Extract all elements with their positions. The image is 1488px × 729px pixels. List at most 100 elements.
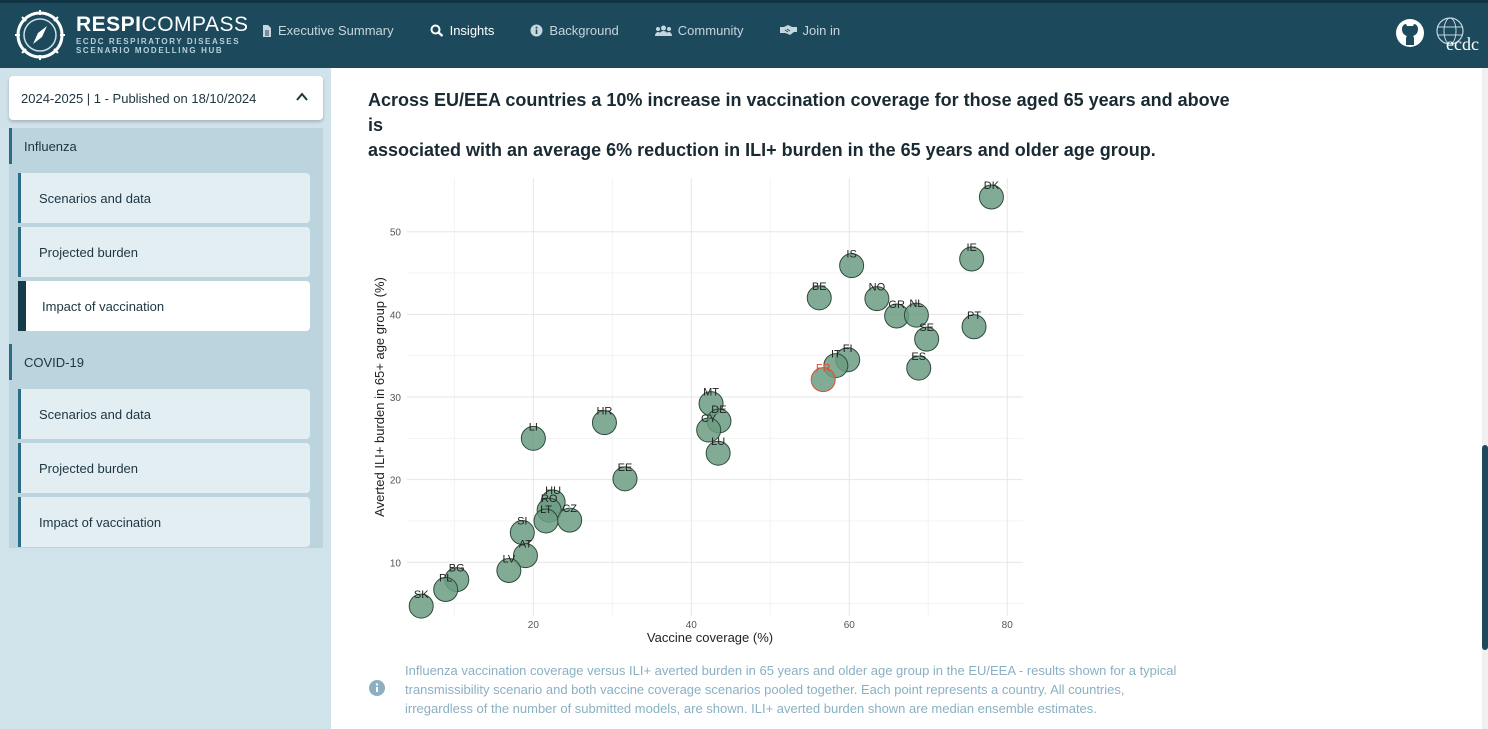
point-label: IS <box>846 249 856 261</box>
people-icon <box>654 25 672 36</box>
main-content: Across EU/EEA countries a 10% increase i… <box>331 68 1482 729</box>
x-tick-label: 40 <box>686 620 698 631</box>
data-point <box>961 314 987 340</box>
group-head-influenza[interactable]: Influenza <box>9 128 323 164</box>
point-label: NO <box>869 282 886 294</box>
main-nav: Executive Summary Insights Background Co… <box>262 23 876 38</box>
data-point <box>978 184 1004 210</box>
point-label: SI <box>517 516 527 528</box>
x-tick-label: 80 <box>1002 620 1014 631</box>
point-label: PL <box>439 573 452 585</box>
data-point <box>705 440 731 466</box>
y-tick-label: 30 <box>390 393 402 404</box>
point-label: DE <box>711 404 726 416</box>
point-label: LT <box>540 504 552 516</box>
data-point <box>612 466 638 492</box>
compass-logo-icon[interactable] <box>14 9 66 61</box>
sidebar-item-influenza-impact-vaccination[interactable]: Impact of vaccination <box>18 281 310 331</box>
point-label: MT <box>703 387 719 399</box>
sidebar-item-covid-impact-vaccination[interactable]: Impact of vaccination <box>18 497 310 547</box>
x-tick-label: 20 <box>528 620 540 631</box>
data-point <box>591 410 617 436</box>
group-label: COVID-19 <box>24 354 84 370</box>
brand-subtitle-2: SCENARIO MODELLING HUB <box>76 46 224 55</box>
sidebar-item-covid-scenarios[interactable]: Scenarios and data <box>18 389 310 439</box>
point-label: IE <box>966 242 976 254</box>
data-point <box>903 302 929 328</box>
point-label: FR <box>816 363 831 375</box>
release-dropdown-label: 2024-2025 | 1 - Published on 18/10/2024 <box>21 90 257 106</box>
point-label: SK <box>414 589 429 601</box>
data-point <box>512 543 538 569</box>
document-icon <box>263 24 271 37</box>
magnifier-icon <box>430 24 443 37</box>
point-label: DK <box>984 180 1000 192</box>
sidebar-item-label: Projected burden <box>39 244 139 260</box>
data-point <box>557 507 583 533</box>
data-point <box>496 558 522 584</box>
point-label: ES <box>911 351 926 363</box>
y-tick-label: 20 <box>390 476 402 487</box>
svg-text:ecdc: ecdc <box>1446 34 1479 54</box>
nav-join-in[interactable]: Join in <box>779 23 840 38</box>
scrollbar-thumb[interactable] <box>1482 445 1488 650</box>
chart-caption: Influenza vaccination coverage versus IL… <box>405 661 1235 718</box>
release-dropdown[interactable]: 2024-2025 | 1 - Published on 18/10/2024 <box>9 76 323 120</box>
nav-label: Background <box>549 23 619 38</box>
point-label: AT <box>519 539 533 551</box>
sidebar-item-covid-projected-burden[interactable]: Projected burden <box>18 443 310 493</box>
nav-executive-summary[interactable]: Executive Summary <box>262 23 394 38</box>
group-label: Influenza <box>24 138 77 154</box>
info-icon <box>369 680 385 696</box>
sidebar-item-influenza-scenarios[interactable]: Scenarios and data <box>18 173 310 223</box>
caption-line-1: Influenza vaccination coverage versus IL… <box>405 663 1177 678</box>
headline-line-1: Across EU/EEA countries a 10% increase i… <box>368 90 1230 135</box>
y-tick-label: 40 <box>390 310 402 321</box>
sidebar-item-label: Impact of vaccination <box>42 298 165 314</box>
nav-background[interactable]: Background <box>530 23 619 38</box>
point-label: FI <box>843 343 853 355</box>
point-label: CY <box>701 413 717 425</box>
nav-label: Executive Summary <box>278 23 394 38</box>
data-point <box>810 367 836 393</box>
brand[interactable]: RESPICOMPASS ECDC RESPIRATORY DISEASES S… <box>76 13 249 55</box>
point-label: BE <box>812 281 827 293</box>
data-point <box>696 417 722 443</box>
sidebar-item-label: Scenarios and data <box>39 406 152 422</box>
nav-community[interactable]: Community <box>654 23 744 38</box>
point-label: SE <box>919 322 934 334</box>
point-label: HU <box>545 485 561 497</box>
chevron-up-icon[interactable] <box>295 90 309 104</box>
point-label: NL <box>909 298 923 310</box>
nav-insights[interactable]: Insights <box>430 23 495 38</box>
headline-line-2: associated with an average 6% reduction … <box>368 140 1156 160</box>
x-axis-title: Vaccine coverage (%) <box>647 630 773 645</box>
data-point <box>433 577 459 603</box>
data-point <box>906 355 932 381</box>
caption-line-2: transmissibility scenario and both vacci… <box>405 682 1125 697</box>
point-label: GR <box>888 299 905 311</box>
ecdc-logo-icon[interactable]: ecdc <box>1436 17 1479 54</box>
sidebar-item-influenza-projected-burden[interactable]: Projected burden <box>18 227 310 277</box>
point-label: LV <box>503 554 516 566</box>
y-axis-title: Averted ILI+ burden in 65+ age group (%) <box>372 277 387 517</box>
data-point <box>864 286 890 312</box>
data-point <box>806 285 832 311</box>
y-tick-label: 50 <box>390 228 402 239</box>
point-label: LI <box>529 421 538 433</box>
point-label: EE <box>618 462 633 474</box>
scrollbar-track[interactable] <box>1482 68 1488 729</box>
top-navbar: RESPICOMPASS ECDC RESPIRATORY DISEASES S… <box>0 0 1488 68</box>
data-point <box>520 425 546 451</box>
data-point <box>408 593 434 619</box>
x-tick-label: 60 <box>844 620 856 631</box>
sidebar-item-label: Projected burden <box>39 460 139 476</box>
github-icon[interactable] <box>1396 19 1424 47</box>
header-right-icons: ecdc <box>1396 17 1479 54</box>
nav-label: Insights <box>449 23 495 38</box>
brand-subtitle-1: ECDC RESPIRATORY DISEASES <box>76 37 241 46</box>
y-tick-label: 10 <box>390 558 402 569</box>
sidebar-item-label: Scenarios and data <box>39 190 152 206</box>
group-head-covid[interactable]: COVID-19 <box>9 344 323 380</box>
point-label: HR <box>596 406 612 418</box>
